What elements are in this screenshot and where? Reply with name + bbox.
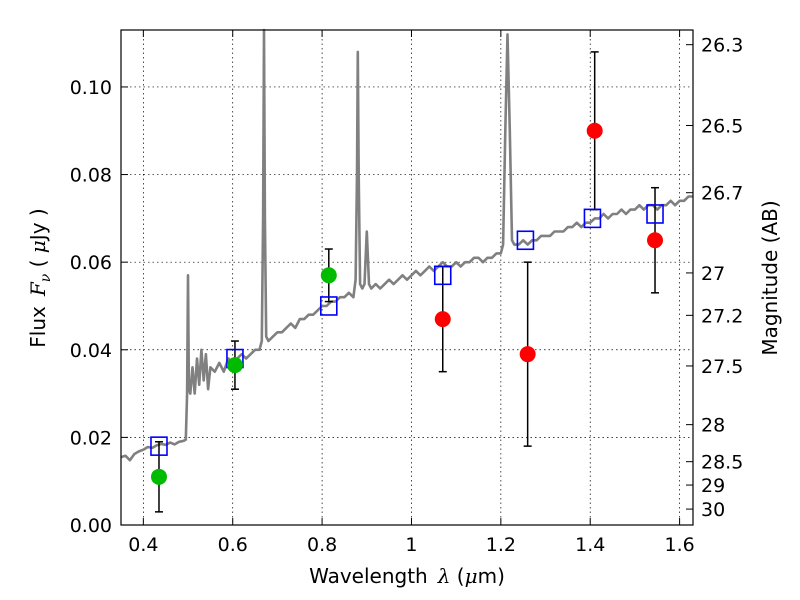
plot-frame <box>120 29 694 526</box>
x-tick-label: 0.6 <box>218 534 248 556</box>
x-tick-label: 1 <box>405 534 417 556</box>
data-point-marker <box>519 346 536 363</box>
y2-tick-label: 27.5 <box>701 356 743 378</box>
y2-axis-label: Magnitude (AB) <box>758 200 782 355</box>
model-square-marker <box>433 265 452 286</box>
y2-tick-label: 26.3 <box>701 35 743 57</box>
y2-tick-label: 28.5 <box>701 452 743 474</box>
y2-tick-label: 26.5 <box>701 115 743 137</box>
x-tick-label: 1.4 <box>575 534 605 556</box>
y2-tick-label: 27 <box>701 263 725 285</box>
y2-tick-label: 28 <box>701 415 725 437</box>
model-square-marker <box>583 208 602 229</box>
y-tick-label: 0.02 <box>70 427 112 449</box>
x-tick-label: 0.4 <box>128 534 158 556</box>
data-point-marker <box>320 267 337 284</box>
y-tick-label: 0.06 <box>70 252 112 274</box>
model-square-marker <box>516 230 535 251</box>
data-point-marker <box>647 232 664 249</box>
x-tick-label: 1.6 <box>664 534 694 556</box>
model-square-marker <box>646 204 664 224</box>
error-bars <box>154 51 660 513</box>
data-point-marker <box>434 311 451 328</box>
model-square-marker <box>319 296 338 316</box>
x-tick-labels: 0.4 0.6 0.8 1 1.2 1.4 1.6 <box>128 534 694 556</box>
y-axis-label: FluxFν ( μJy ) <box>26 208 54 347</box>
x-tick-label: 0.8 <box>307 534 337 556</box>
data-point-marker <box>150 468 167 485</box>
model-square-marker <box>150 436 168 456</box>
y-tick-label: 0.08 <box>70 165 112 187</box>
y-tick-label: 0.04 <box>70 340 112 362</box>
tick-marks <box>121 30 693 526</box>
data-point-marker <box>586 122 603 139</box>
grid-lines <box>121 30 693 526</box>
y2-tick-label: 29 <box>701 475 725 497</box>
y2-tick-label: 30 <box>701 499 725 521</box>
y-tick-label: 0.10 <box>70 77 112 99</box>
y-tick-label: 0.00 <box>70 515 112 537</box>
y2-tick-label: 26.7 <box>701 183 743 205</box>
data-point-marker <box>226 357 243 374</box>
model-spectrum <box>120 28 693 462</box>
x-axis-label: Wavelength λ (μm) <box>309 564 505 588</box>
y-tick-labels: 0.00 0.02 0.04 0.06 0.08 0.10 <box>70 77 112 537</box>
model-spectrum-line <box>120 28 693 462</box>
y2-tick-label: 27.2 <box>701 305 743 327</box>
data-markers <box>150 122 664 485</box>
x-tick-label: 1.2 <box>486 534 516 556</box>
